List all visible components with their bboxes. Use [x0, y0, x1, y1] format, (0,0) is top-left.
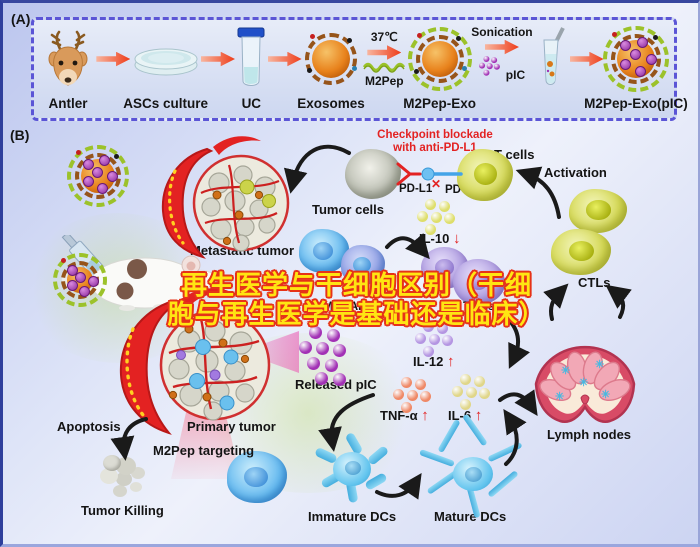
apoptotic-cell [103, 455, 121, 471]
sonication-label: Sonication [471, 24, 533, 39]
m1-tam-cell [453, 259, 505, 305]
flow-arrow-icon [484, 39, 519, 55]
m2pep-wave-icon [363, 62, 406, 73]
centrifuge-tube-icon [237, 27, 265, 86]
temp-label: 37℃ [370, 30, 398, 44]
tumor-killing-label: Tumor Killing [81, 503, 164, 518]
up-arrow-icon: ↑ [421, 407, 429, 424]
immature-dc-cell [314, 431, 391, 504]
mature-dc-cell [419, 413, 523, 519]
m2pep-exo-pic-icon [602, 26, 669, 92]
arrow-ctl-activation-to-tcell [515, 166, 561, 219]
exosome-icon [303, 31, 359, 87]
svg-text:✳: ✳ [595, 359, 604, 371]
anno-sonication-pic: Sonication pIC [471, 25, 533, 94]
pd1-pdl1-blockade-icon: ✕ [396, 162, 463, 191]
step-ascs-culture: ASCs culture [123, 23, 208, 111]
watermark-line1: 再生医学与干细胞区别（干细 [180, 270, 532, 300]
primary-tumor-label: Primary tumor [187, 419, 276, 434]
step-m2pep-exo-pic: M2Pep-Exo(pIC) [584, 23, 688, 111]
m2-tams-label: M2 TAMs [323, 299, 375, 313]
m2-tam-cell [299, 229, 349, 273]
panel-b-label: (B) [10, 127, 30, 143]
checkpoint-label-line1: Checkpoint blockade [377, 129, 493, 141]
svg-text:✕: ✕ [431, 177, 441, 191]
step-label-antler: Antler [48, 96, 88, 111]
step-label-m2pep-exo-pic: M2Pep-Exo(pIC) [584, 96, 688, 111]
step-label-uc: UC [241, 96, 262, 111]
lymph-nodes-label: Lymph nodes [547, 427, 632, 442]
flow-arrow-icon [200, 51, 235, 67]
svg-text:✳: ✳ [579, 377, 588, 389]
step-uc: UC [235, 23, 267, 111]
nanoparticle-icon [53, 253, 107, 307]
il12-label: IL-12 ↑ [413, 353, 455, 370]
svg-text:✳: ✳ [555, 391, 564, 403]
lymph-node-icon: ✳ ✳ ✳ ✳ ✳ [534, 345, 636, 423]
tumor-cell [345, 149, 401, 199]
ctl-cell [551, 229, 611, 275]
step-m2pep-exo: M2Pep-Exo [403, 23, 476, 111]
panel-a: Antler ASCs culture UC [31, 17, 688, 121]
targeted-macrophage-cell [227, 451, 287, 503]
pic-label: pIC [505, 67, 526, 82]
watermark-line2: 胞与再生医学是基础还是临床） [167, 299, 546, 329]
m2-tam-cell [341, 245, 385, 285]
down-arrow-icon: ↓ [452, 230, 461, 247]
sonication-tube-icon [543, 27, 566, 85]
pic-dots-icon [478, 55, 501, 77]
primary-tumor-icon [119, 288, 271, 435]
flow-arrow-icon [96, 51, 131, 67]
t-cell [457, 149, 513, 201]
anno-37c-m2pep: 37℃ M2Pep [360, 30, 408, 88]
petri-dish-icon [134, 48, 198, 76]
m2pep-exo-icon [407, 27, 472, 91]
tumor-cells-label: Tumor cells [312, 202, 385, 217]
panel-a-label: (A) [11, 11, 31, 27]
up-arrow-icon: ↑ [446, 353, 455, 370]
step-antler: Antler [40, 23, 96, 111]
flow-arrow-icon [569, 51, 604, 67]
nanoparticle-icon [67, 145, 129, 207]
mature-dcs-label: Mature DCs [434, 509, 507, 524]
step-label-ascs: ASCs culture [123, 96, 209, 111]
ctl-cell [569, 189, 627, 233]
step-label-m2pep-exo: M2Pep-Exo [403, 96, 477, 111]
metastatic-tumor-icon [161, 136, 290, 259]
svg-text:✳: ✳ [601, 389, 610, 401]
pd-l1-label: PD-L1 [399, 183, 433, 195]
svg-text:✳: ✳ [561, 365, 570, 377]
arrow-m2-to-m1 [385, 233, 430, 260]
sonication-tube [533, 23, 569, 95]
deer-antler-icon [48, 30, 88, 86]
arrow-to-lymph-node [498, 389, 538, 416]
m2pep-targeting-label: M2Pep targeting [153, 443, 255, 458]
ctls-label: CTLs [578, 275, 611, 290]
m1-tams-label: M1 TAMs [443, 299, 495, 313]
up-arrow-icon: ↑ [474, 407, 483, 424]
m2pep-label: M2Pep [364, 74, 404, 88]
flow-arrow-icon [367, 45, 402, 60]
panel-a-flow: Antler ASCs culture UC [40, 22, 688, 112]
apoptosis-label: Apoptosis [57, 419, 121, 434]
immature-dcs-label: Immature DCs [308, 509, 397, 524]
flow-arrow-icon [267, 51, 302, 67]
activation-label: Activation [544, 165, 607, 180]
step-exosomes: Exosomes [297, 23, 365, 111]
checkpoint-label-line2: with anti-PD-L1 [393, 142, 477, 154]
step-label-exosomes: Exosomes [297, 96, 365, 111]
